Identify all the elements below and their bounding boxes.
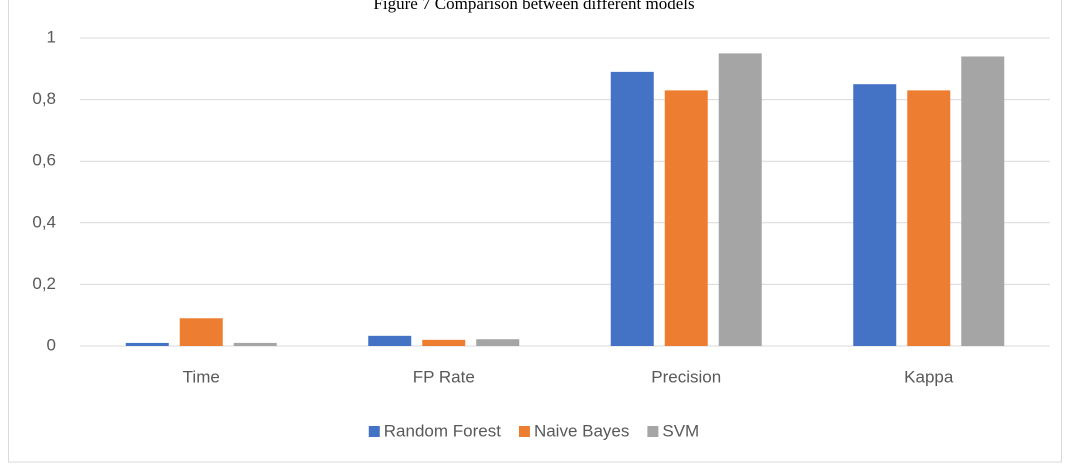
- x-tick-label: Precision: [651, 367, 721, 386]
- bar: [125, 342, 169, 346]
- legend-swatch: [518, 426, 530, 437]
- bar: [664, 90, 708, 346]
- y-tick-label: 0,6: [32, 151, 56, 170]
- x-tick-label: Kappa: [904, 367, 954, 386]
- bar: [610, 71, 654, 346]
- bar: [853, 84, 897, 346]
- x-tick-label: FP Rate: [413, 367, 475, 386]
- y-tick-label: 0,8: [32, 89, 56, 108]
- bar: [476, 339, 520, 346]
- legend-label: SVM: [662, 421, 699, 440]
- y-tick-label: 1: [47, 27, 56, 46]
- legend-label: Naive Bayes: [534, 421, 629, 440]
- bar: [422, 339, 466, 346]
- legend-swatch: [647, 426, 659, 437]
- y-tick-label: 0,2: [32, 274, 56, 293]
- bar: [961, 56, 1005, 346]
- bar: [718, 53, 762, 347]
- y-tick-label: 0: [47, 335, 56, 354]
- bar: [907, 90, 951, 346]
- y-tick-label: 0,4: [32, 212, 56, 231]
- bar: [179, 318, 223, 346]
- bar: [233, 342, 277, 346]
- chart-title: Figure 7 Comparison between different mo…: [373, 0, 694, 13]
- legend-swatch: [368, 426, 380, 437]
- x-tick-label: Time: [183, 367, 220, 386]
- bar: [368, 335, 412, 346]
- chart-frame: [8, 0, 1062, 463]
- legend-label: Random Forest: [384, 421, 501, 440]
